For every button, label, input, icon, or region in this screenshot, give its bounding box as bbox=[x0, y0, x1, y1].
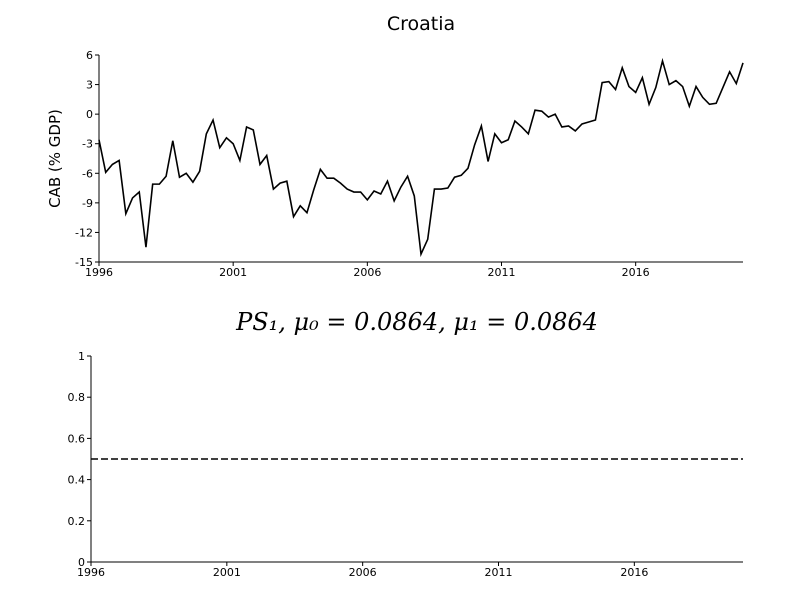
y-axis-label: CAB (% GDP) bbox=[46, 109, 64, 208]
x-tick-label: 2016 bbox=[620, 566, 648, 579]
x-tick-label: 2011 bbox=[485, 566, 513, 579]
y-tick-label: 0.6 bbox=[68, 432, 86, 445]
y-tick-label: -9 bbox=[82, 197, 93, 210]
chart-title: PS₁, μ₀ = 0.0864, μ₁ = 0.0864 bbox=[235, 308, 598, 336]
y-tick-label: 0.2 bbox=[68, 515, 86, 528]
y-tick-label: 3 bbox=[86, 79, 93, 92]
x-tick-label: 2011 bbox=[488, 266, 516, 279]
y-tick-label: -15 bbox=[75, 256, 93, 269]
data-line bbox=[98, 57, 744, 258]
y-tick-label: 0.8 bbox=[68, 391, 86, 404]
y-tick-label: -12 bbox=[75, 226, 93, 239]
x-tick-label: 2001 bbox=[219, 266, 247, 279]
y-tick-label: 1 bbox=[78, 350, 85, 363]
y-tick-label: -3 bbox=[82, 138, 93, 151]
x-tick-label: 2016 bbox=[622, 266, 650, 279]
x-tick-label: 2006 bbox=[349, 566, 377, 579]
x-tick-label: 2006 bbox=[353, 266, 381, 279]
x-tick-label: 1996 bbox=[77, 566, 105, 579]
x-tick-label: 1996 bbox=[85, 266, 113, 279]
x-tick-label: 2001 bbox=[213, 566, 241, 579]
y-tick-label: -6 bbox=[82, 167, 93, 180]
y-tick-label: 0 bbox=[86, 108, 93, 121]
y-tick-label: 0 bbox=[78, 556, 85, 569]
y-tick-label: 6 bbox=[86, 49, 93, 62]
y-tick-label: 0.4 bbox=[68, 474, 86, 487]
chart-title: Croatia bbox=[387, 13, 455, 35]
